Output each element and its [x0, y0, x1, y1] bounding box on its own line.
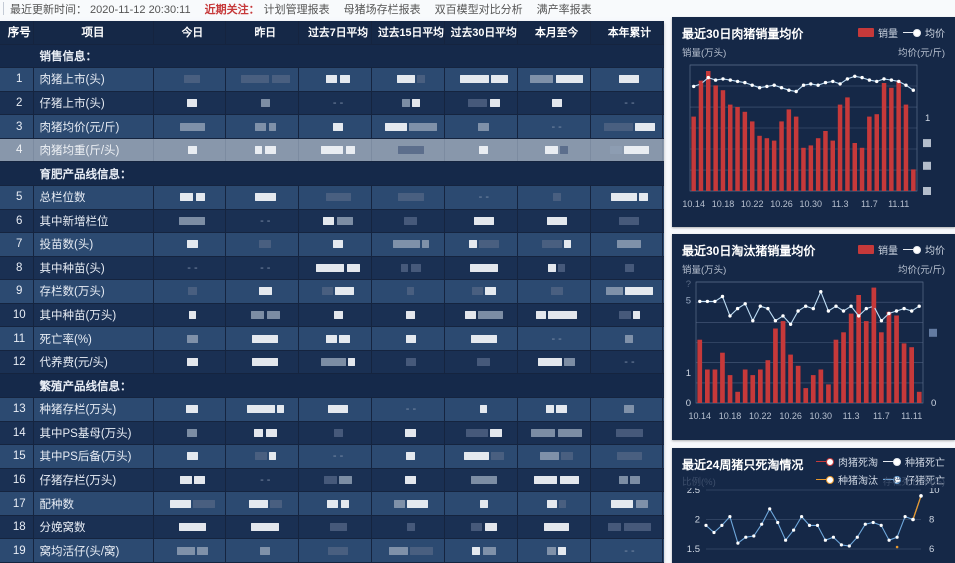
svg-text:1: 1: [686, 368, 691, 379]
svg-text:1: 1: [925, 113, 930, 124]
svg-text:6: 6: [929, 544, 934, 553]
svg-text:10.22: 10.22: [741, 199, 764, 209]
svg-text:10.26: 10.26: [779, 411, 802, 421]
svg-text:11.3: 11.3: [843, 411, 860, 421]
svg-text:11.7: 11.7: [861, 199, 878, 209]
svg-text:11.3: 11.3: [832, 199, 849, 209]
svg-text:0: 0: [686, 398, 691, 409]
svg-text:1.5: 1.5: [687, 544, 700, 553]
svg-text:?: ?: [686, 280, 691, 290]
svg-text:5: 5: [686, 296, 691, 307]
svg-text:0: 0: [931, 398, 936, 409]
svg-text:10.14: 10.14: [682, 199, 705, 209]
svg-text:2: 2: [695, 515, 700, 526]
svg-text:10.30: 10.30: [810, 411, 833, 421]
svg-text:10: 10: [929, 488, 940, 496]
svg-text:10.26: 10.26: [770, 199, 793, 209]
svg-text:11.11: 11.11: [888, 199, 909, 209]
svg-text:10.14: 10.14: [689, 411, 712, 421]
svg-text:10.18: 10.18: [719, 411, 742, 421]
svg-text:2.5: 2.5: [687, 488, 700, 496]
svg-text:10.22: 10.22: [749, 411, 772, 421]
svg-text:11.11: 11.11: [901, 411, 922, 421]
svg-text:8: 8: [929, 515, 934, 526]
svg-text:10.30: 10.30: [800, 199, 823, 209]
svg-text:10.18: 10.18: [712, 199, 735, 209]
svg-text:11.7: 11.7: [873, 411, 890, 421]
